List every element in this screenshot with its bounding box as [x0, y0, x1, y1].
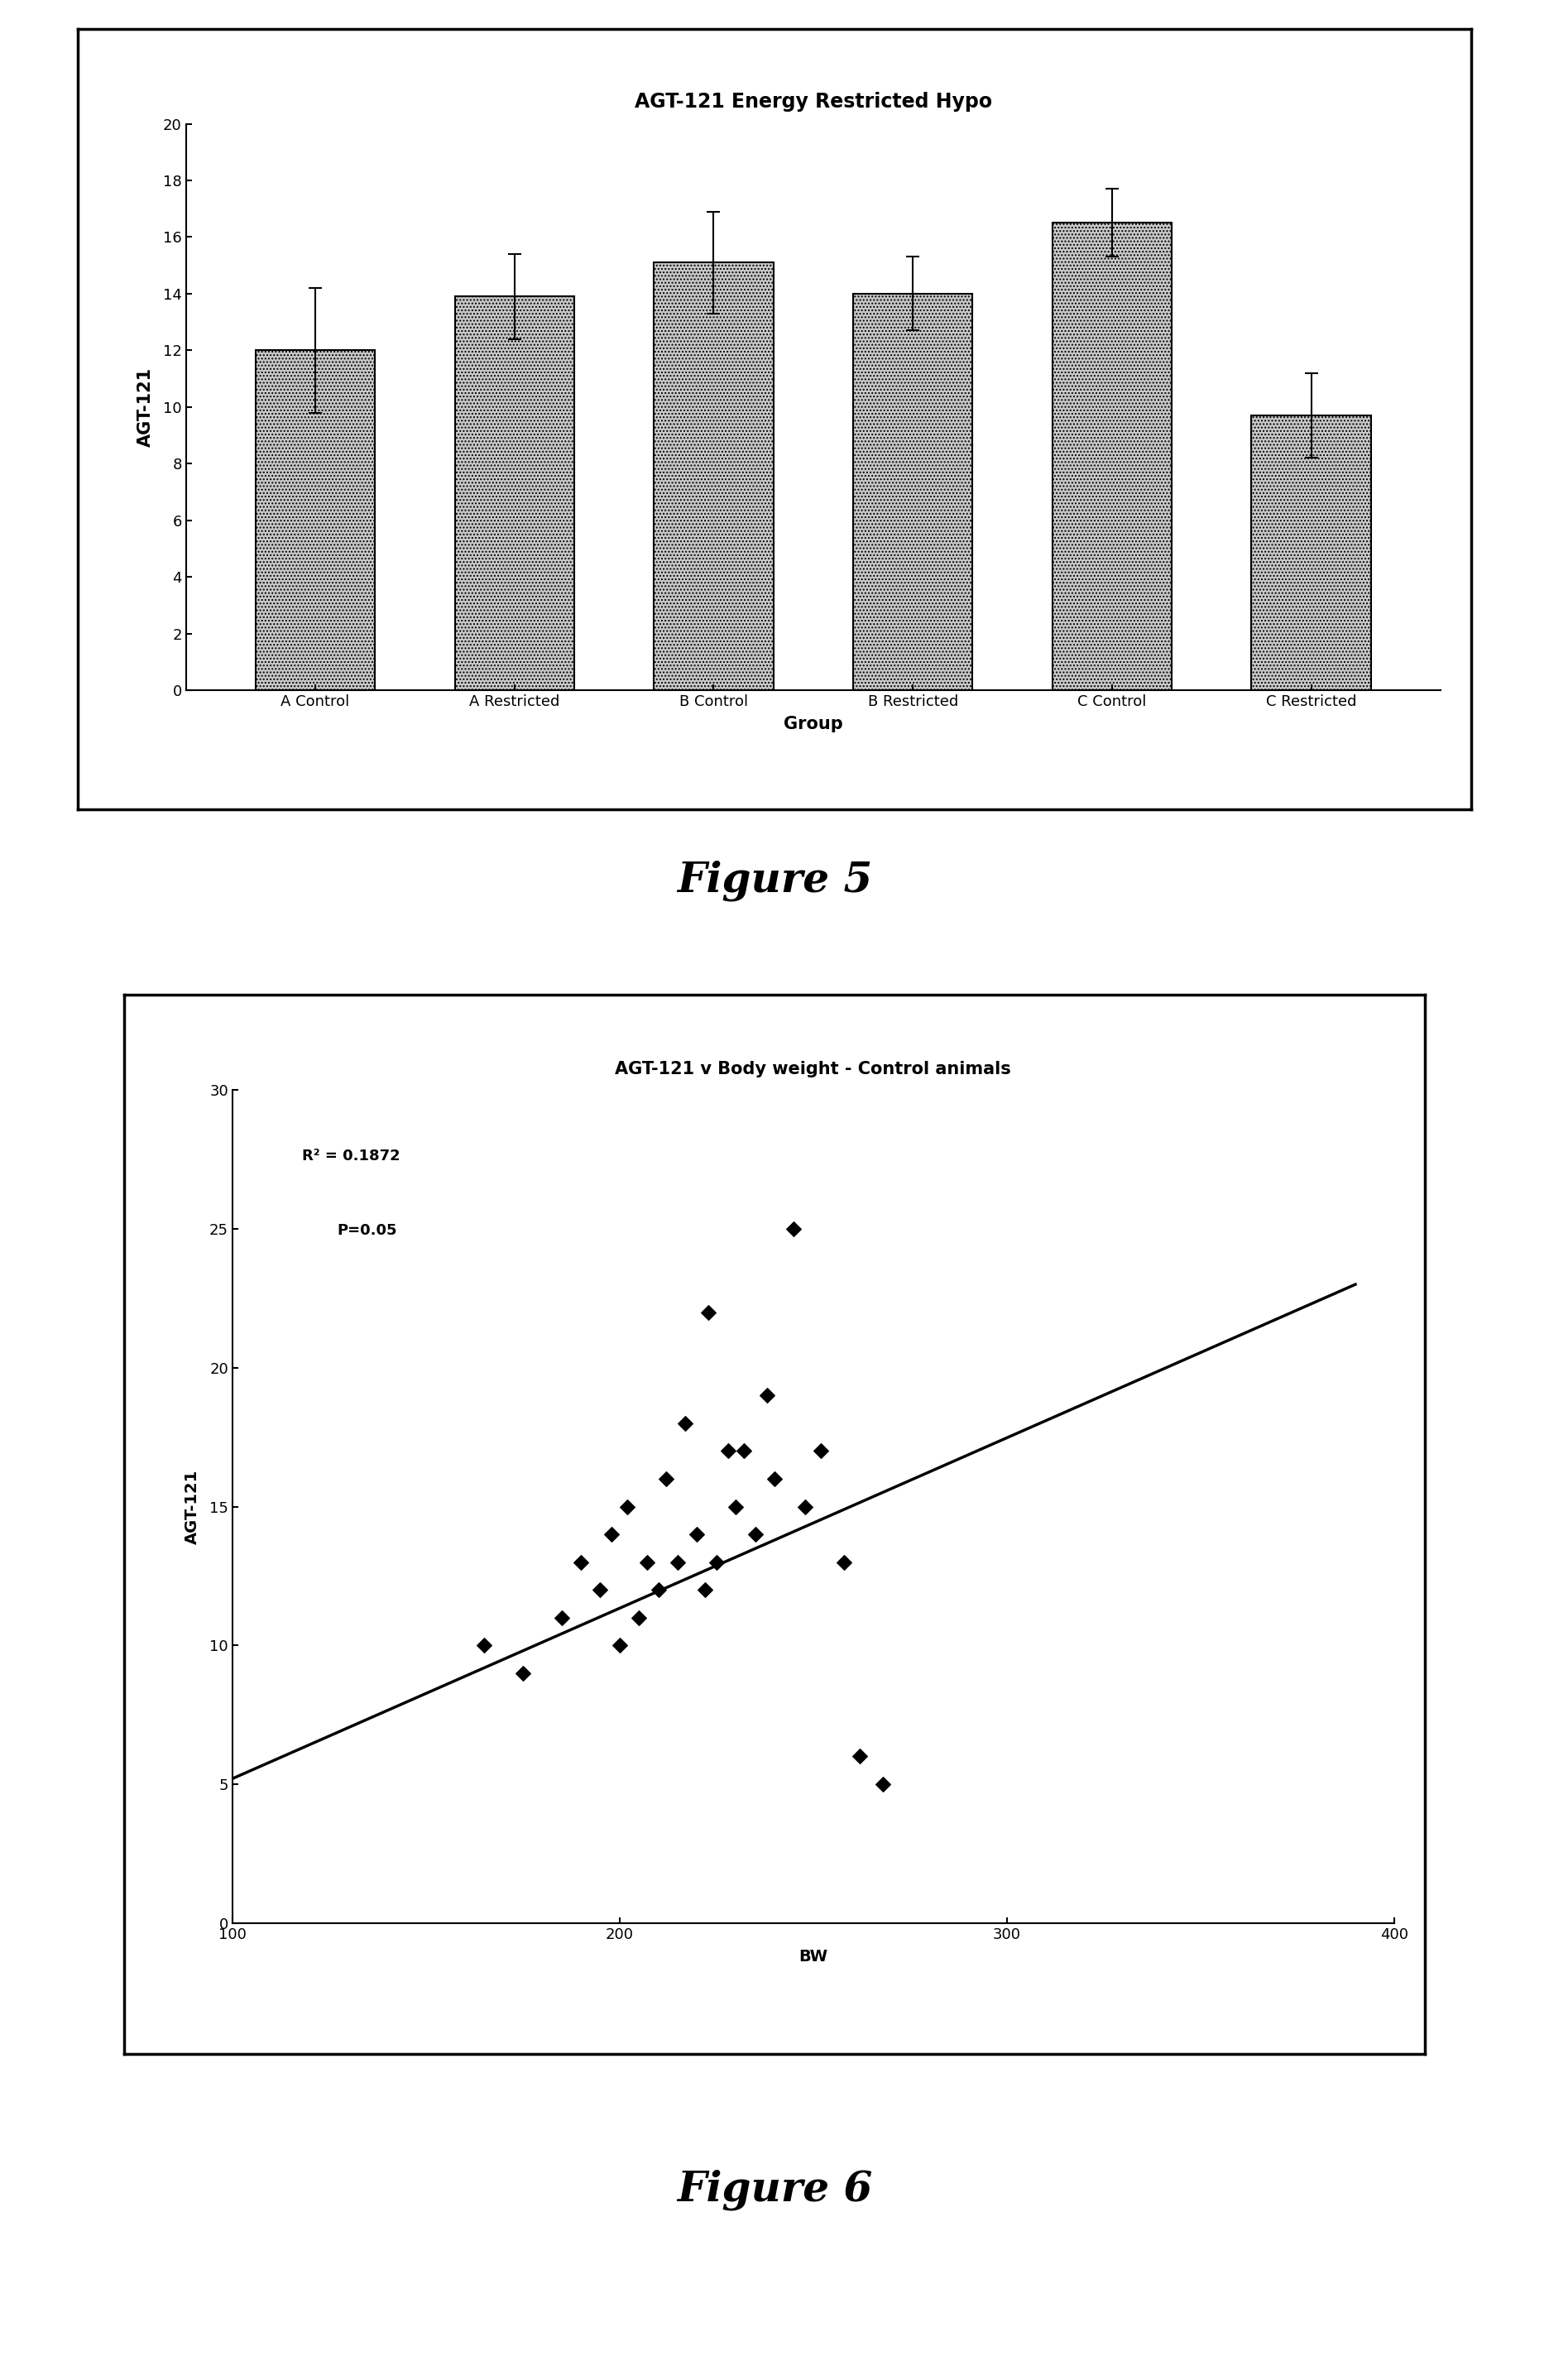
Y-axis label: AGT-121: AGT-121: [184, 1468, 200, 1545]
Point: [731, 1433, 756, 1471]
Point: [568, 1542, 593, 1580]
Point: [472, 1626, 497, 1664]
Point: [627, 1599, 652, 1637]
Point: [511, 1654, 536, 1692]
X-axis label: BW: BW: [799, 1949, 827, 1963]
X-axis label: Group: Group: [784, 716, 843, 733]
Point: [723, 1488, 748, 1526]
Point: [716, 1433, 740, 1471]
Point: [646, 1571, 671, 1609]
Point: [654, 1459, 678, 1497]
Point: [589, 1571, 613, 1609]
Bar: [1252, 416, 1371, 690]
Point: [832, 1542, 857, 1580]
Point: [809, 1433, 833, 1471]
Point: [871, 1766, 895, 1804]
Bar: [1052, 224, 1171, 690]
Bar: [654, 262, 773, 690]
Title: AGT-121 v Body weight - Control animals: AGT-121 v Body weight - Control animals: [615, 1061, 1011, 1078]
Point: [762, 1459, 787, 1497]
Point: [599, 1516, 624, 1554]
Point: [615, 1488, 640, 1526]
Bar: [455, 298, 575, 690]
Point: [782, 1209, 807, 1247]
Point: [754, 1376, 779, 1414]
Point: [685, 1516, 709, 1554]
Bar: [853, 293, 973, 690]
Point: [744, 1516, 768, 1554]
Point: [607, 1626, 632, 1664]
Point: [550, 1599, 575, 1637]
Title: AGT-121 Energy Restricted Hypo: AGT-121 Energy Restricted Hypo: [635, 93, 991, 112]
Point: [674, 1404, 699, 1442]
Y-axis label: AGT-121: AGT-121: [138, 367, 153, 447]
Text: P=0.05: P=0.05: [338, 1223, 397, 1238]
Point: [847, 1737, 872, 1775]
Point: [692, 1571, 717, 1609]
Text: Figure 5: Figure 5: [677, 859, 872, 902]
Point: [697, 1292, 722, 1330]
Point: [793, 1488, 818, 1526]
Text: R² = 0.1872: R² = 0.1872: [302, 1150, 400, 1164]
Text: Figure 6: Figure 6: [677, 2168, 872, 2211]
Point: [635, 1542, 660, 1580]
Point: [705, 1542, 730, 1580]
Bar: [256, 350, 375, 690]
Point: [666, 1542, 691, 1580]
